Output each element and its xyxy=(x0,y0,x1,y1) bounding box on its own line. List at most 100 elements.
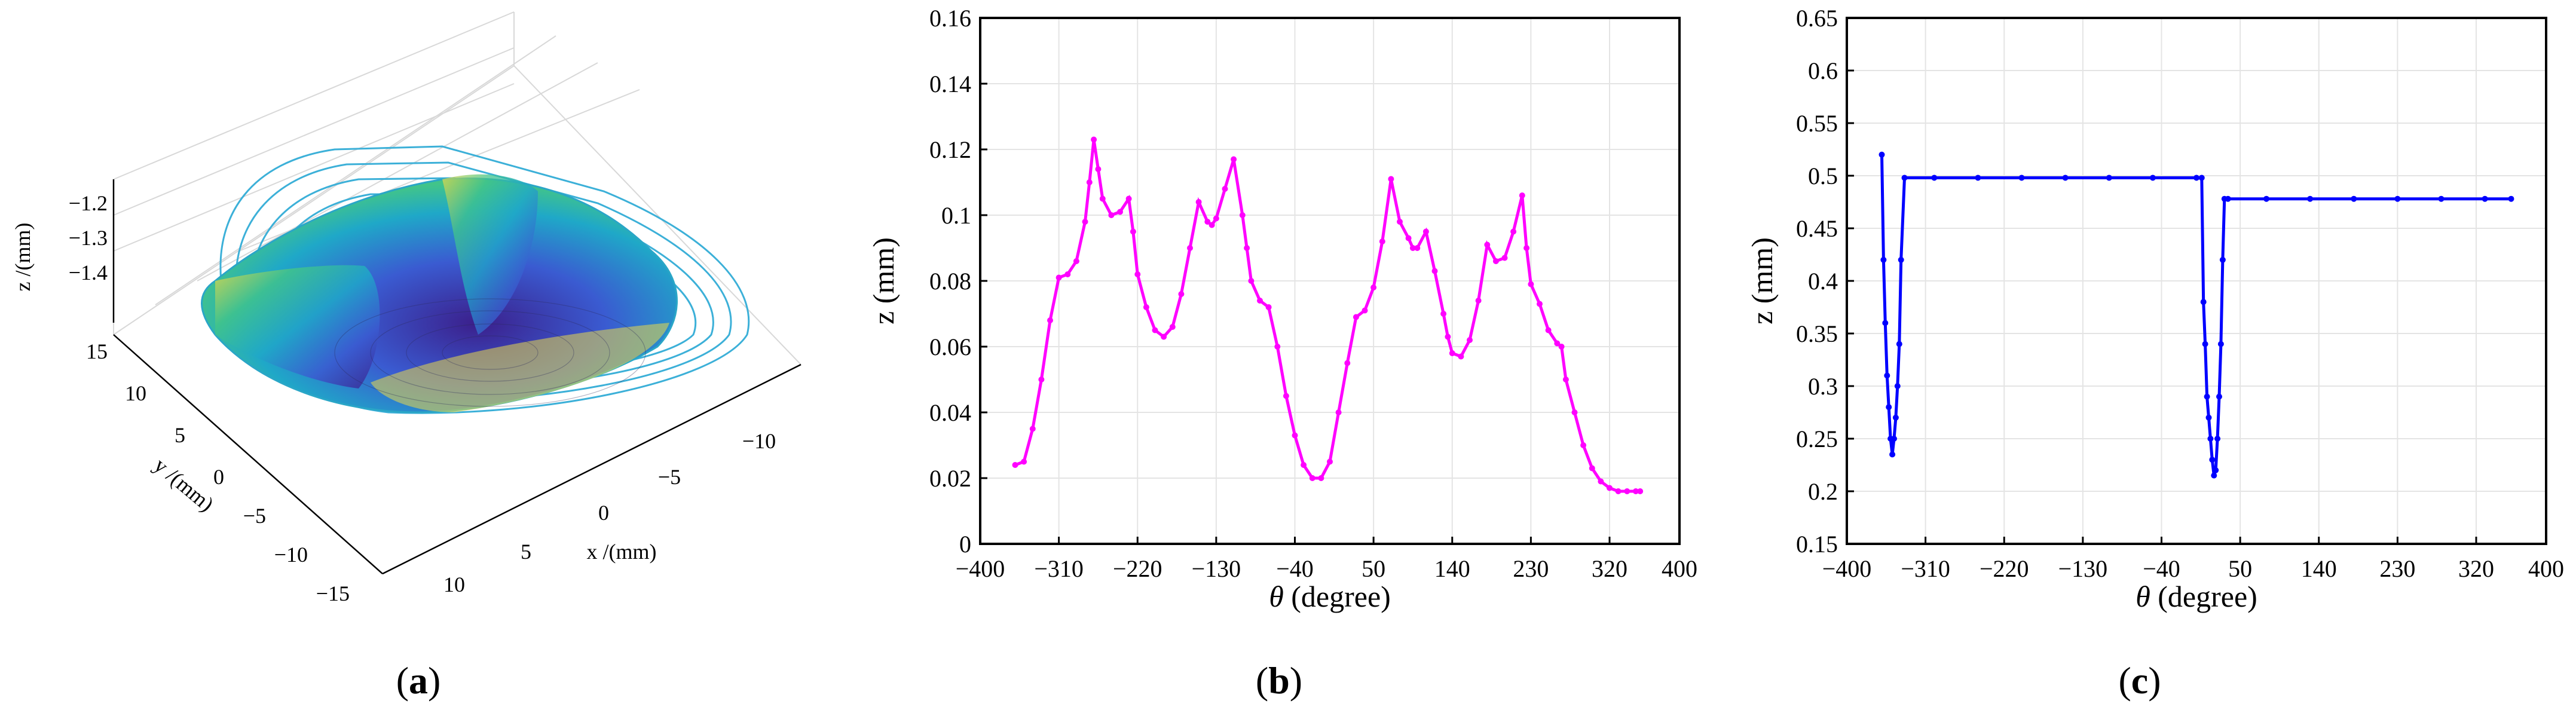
surface-top-facet xyxy=(442,174,538,335)
panel-label-open: ( xyxy=(396,659,409,702)
data-point xyxy=(1886,404,1892,411)
data-point xyxy=(1571,409,1578,415)
data-point xyxy=(1615,488,1622,494)
x-tick-label: −310 xyxy=(1034,555,1084,582)
grid-line xyxy=(113,47,515,216)
x-tick-label: 230 xyxy=(1513,555,1549,582)
x-tick-label: −5 xyxy=(658,465,681,489)
y-tick-label: 0 xyxy=(959,531,971,558)
data-point xyxy=(1012,462,1018,468)
x-axis-label: x /(mm) xyxy=(587,540,657,564)
data-point xyxy=(1086,179,1093,185)
data-point xyxy=(2198,175,2205,181)
data-point xyxy=(1117,209,1123,215)
y-ticks: 0.15 0.2 0.25 0.3 0.35 0.4 0.45 0.5 0.55 0.6 0.65 xyxy=(1796,5,1854,558)
data-point xyxy=(1931,175,1938,181)
data-point xyxy=(1431,268,1438,274)
data-point xyxy=(1884,372,1890,379)
data-point xyxy=(1047,317,1053,323)
data-point xyxy=(1095,166,1102,172)
data-point xyxy=(2217,341,2224,347)
data-point xyxy=(2482,195,2488,202)
data-point xyxy=(1880,256,1887,263)
grid xyxy=(980,17,1680,544)
data-point xyxy=(2062,175,2069,181)
x-axis-line xyxy=(382,363,801,575)
data-point xyxy=(1409,245,1416,251)
data-point xyxy=(1239,212,1246,218)
y-tick-label: 0.5 xyxy=(1808,163,1838,189)
data-point xyxy=(1204,219,1211,225)
data-point xyxy=(1038,377,1045,382)
series xyxy=(1879,151,2514,479)
data-point xyxy=(1021,458,1027,465)
data-point xyxy=(1607,485,1613,491)
data-point xyxy=(1379,238,1385,244)
data-point xyxy=(1213,215,1219,222)
panel-label-letter: c xyxy=(2131,659,2148,702)
data-point xyxy=(1598,478,1604,485)
data-point xyxy=(1265,304,1272,310)
data-point xyxy=(1545,327,1552,333)
y-tick-label: 0.06 xyxy=(929,333,971,360)
x-tick-label: 50 xyxy=(1362,555,1385,582)
data-point xyxy=(1898,256,1904,263)
data-point xyxy=(1134,271,1141,277)
data-point xyxy=(1523,245,1530,251)
data-point xyxy=(1362,307,1368,314)
y-tick-label: 0.65 xyxy=(1796,5,1838,32)
panel-label-open: ( xyxy=(1256,659,1268,702)
data-point xyxy=(1274,344,1281,350)
x-axis-label: θ (degree) xyxy=(2136,580,2257,613)
x-ticks: −400 −310 −220 −130 −40 50 140 230 320 400 xyxy=(956,537,1697,582)
theta-symbol: θ xyxy=(1269,580,1284,613)
x-tick-label: −130 xyxy=(1192,555,1241,582)
data-point xyxy=(1231,156,1237,163)
data-point xyxy=(1029,426,1036,432)
data-point xyxy=(1889,451,1896,458)
data-point xyxy=(2219,256,2226,263)
data-point xyxy=(1335,409,1342,415)
y-tick-label: 0.3 xyxy=(1808,373,1838,400)
data-point xyxy=(2209,457,2216,463)
data-point xyxy=(1901,175,1908,181)
mesh-line xyxy=(370,310,610,395)
front-axes xyxy=(112,179,801,575)
x-tick-label: −40 xyxy=(1276,555,1314,582)
panel-label-b: (b) xyxy=(1256,659,1302,702)
x-tick-label: 400 xyxy=(2528,555,2564,582)
data-point xyxy=(2149,175,2156,181)
data-point xyxy=(1554,340,1561,347)
data-point xyxy=(1445,333,1451,340)
x-axis-unit: (degree) xyxy=(2150,580,2257,613)
data-point xyxy=(1327,458,1333,465)
x-ticks: −400 −310 −220 −130 −40 50 140 230 320 400 xyxy=(1822,537,2564,582)
y-tick-label: 5 xyxy=(175,423,185,447)
x-tick-label: −10 xyxy=(742,429,776,453)
y-axis-line xyxy=(113,334,383,574)
data-point xyxy=(1195,199,1202,205)
theta-symbol: θ xyxy=(2136,580,2150,613)
data-point xyxy=(1301,462,1307,468)
y-tick-label: 0.15 xyxy=(1796,531,1838,558)
x-tick-label: −40 xyxy=(2143,555,2180,582)
panel-label-close: ) xyxy=(428,659,440,702)
grid-line xyxy=(113,83,515,252)
data-point xyxy=(1344,360,1351,366)
x-tick-label: −130 xyxy=(2058,555,2108,582)
x-tick-label: −400 xyxy=(1822,555,1872,582)
y-tick-label: 0.6 xyxy=(1808,57,1838,84)
data-point xyxy=(1318,475,1324,481)
data-point xyxy=(1414,245,1421,251)
data-point xyxy=(1222,186,1228,192)
data-point xyxy=(1064,271,1071,277)
y-tick-label: 0.16 xyxy=(929,5,971,32)
data-point xyxy=(1161,333,1167,340)
grid-line xyxy=(197,62,598,281)
x-tick-label: 5 xyxy=(521,540,531,564)
data-point xyxy=(2214,436,2221,442)
panel-label-close: ) xyxy=(1290,659,1302,702)
data-point xyxy=(2193,175,2199,181)
panel-label-c: (c) xyxy=(2118,659,2161,702)
